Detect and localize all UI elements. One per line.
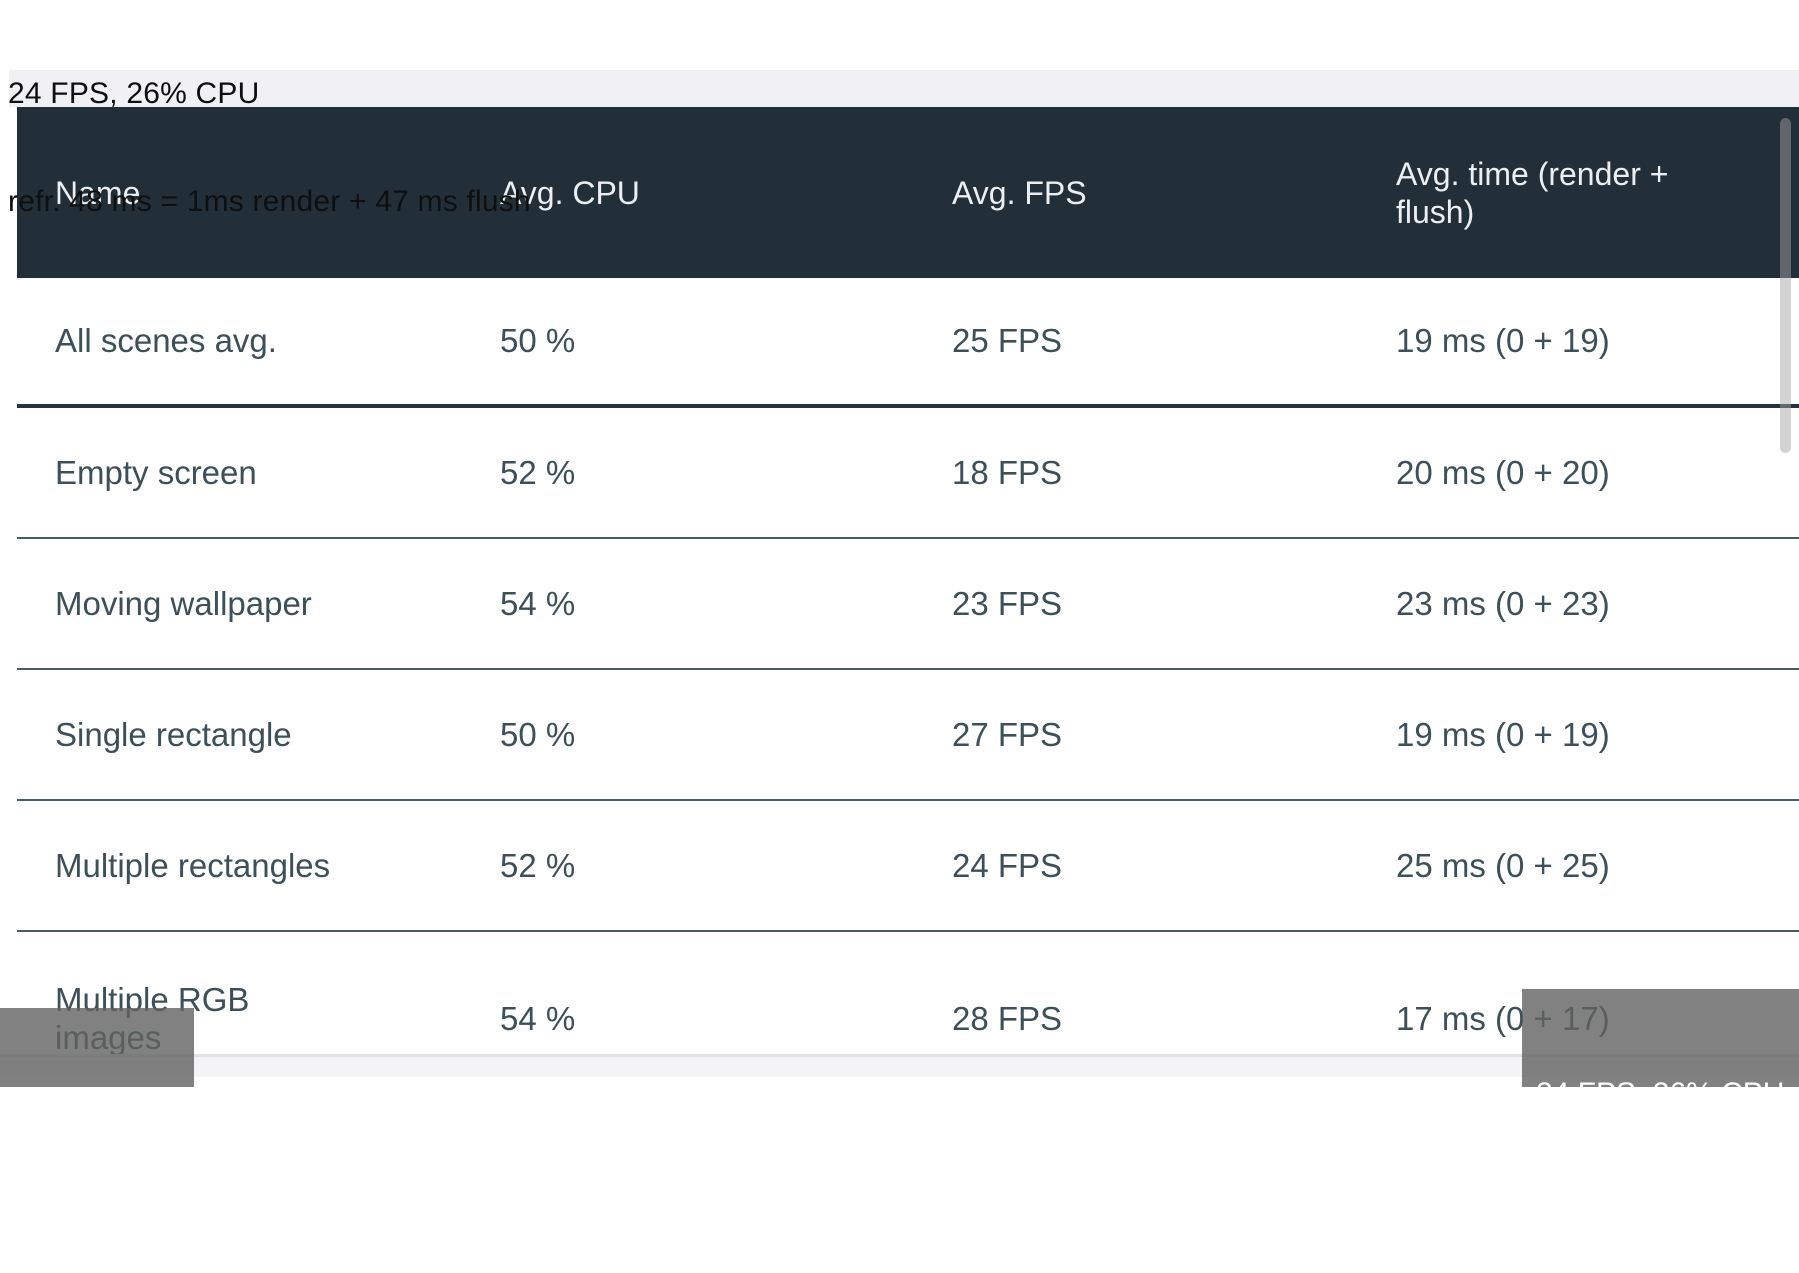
- vertical-scrollbar-thumb[interactable]: [1780, 118, 1791, 453]
- cell-name: Single rectangle: [55, 715, 292, 753]
- cell-avg-cpu: 54 %: [500, 584, 576, 622]
- table-row-all-scenes-avg[interactable]: All scenes avg. 50 % 25 FPS 19 ms (0 + 1…: [17, 278, 1799, 408]
- table-row-single-rectangle[interactable]: Single rectangle 50 % 27 FPS 19 ms (0 + …: [17, 670, 1799, 801]
- memory-stats-overlay: 10.0 kB, 4% 1% frag.: [0, 1008, 194, 1234]
- column-header-name: Name: [55, 174, 141, 211]
- fps-stats-line1: 24 FPS, 26% CPU: [1536, 1077, 1785, 1110]
- cell-name: Empty screen: [55, 453, 257, 491]
- cell-name: Moving wallpaper: [55, 584, 312, 622]
- fps-readout: 24 FPS, 26% CPU refr. 48 ms = 1ms render…: [8, 4, 531, 256]
- fps-readout-line1: 24 FPS, 26% CPU: [8, 77, 260, 110]
- column-header-avg-time: Avg. time (render + flush): [1396, 155, 1669, 230]
- fps-readout-line2: refr. 48 ms = 1ms render + 47 ms flush: [8, 185, 531, 218]
- cell-avg-time: 23 ms (0 + 23): [1396, 584, 1610, 622]
- cell-avg-fps: 24 FPS: [952, 846, 1063, 884]
- cell-avg-fps: 25 FPS: [952, 322, 1063, 359]
- column-header-avg-fps: Avg. FPS: [952, 174, 1087, 211]
- fps-stats-line2: 48 ms (1 | 47): [1536, 1188, 1721, 1221]
- page-panel-bottom-strip: [0, 1054, 1799, 1077]
- cell-avg-fps: 23 FPS: [952, 584, 1063, 622]
- cell-avg-time: 19 ms (0 + 19): [1396, 715, 1610, 753]
- cell-name: Multiple rectangles: [55, 846, 331, 884]
- page-panel-top-strip: [9, 70, 1799, 107]
- table-row-moving-wallpaper[interactable]: Moving wallpaper 54 % 23 FPS 23 ms (0 + …: [17, 539, 1799, 670]
- cell-avg-cpu: 52 %: [500, 453, 576, 491]
- cell-avg-time: 19 ms (0 + 19): [1396, 322, 1610, 359]
- cell-avg-time: 25 ms (0 + 25): [1396, 846, 1610, 884]
- table-row-multiple-rgb-images[interactable]: Multiple RGB images 54 % 28 FPS 17 ms (0…: [17, 932, 1799, 1054]
- column-header-avg-cpu: Avg. CPU: [500, 174, 640, 211]
- cell-avg-fps: 18 FPS: [952, 453, 1063, 491]
- cell-avg-cpu: 52 %: [500, 846, 576, 884]
- table-header-row: Name Avg. CPU Avg. FPS Avg. time (render…: [17, 107, 1799, 278]
- cell-avg-cpu: 50 %: [500, 322, 576, 359]
- table-row-multiple-rectangles[interactable]: Multiple rectangles 52 % 24 FPS 25 ms (0…: [17, 801, 1799, 932]
- cell-avg-fps: 27 FPS: [952, 715, 1063, 753]
- cell-avg-time: 20 ms (0 + 20): [1396, 453, 1610, 491]
- cell-name: All scenes avg.: [55, 322, 277, 359]
- fps-stats-overlay: 24 FPS, 26% CPU 48 ms (1 | 47): [1522, 989, 1799, 1221]
- benchmark-results-table: Name Avg. CPU Avg. FPS Avg. time (render…: [17, 107, 1799, 1054]
- cell-avg-cpu: 50 %: [500, 715, 576, 753]
- memory-stats-line2: 1% frag.: [8, 1201, 120, 1234]
- table-row-empty-screen[interactable]: Empty screen 52 % 18 FPS 20 ms (0 + 20): [17, 408, 1799, 539]
- cell-avg-cpu: 54 %: [500, 1000, 576, 1037]
- cell-avg-fps: 28 FPS: [952, 1000, 1063, 1037]
- memory-stats-line1: 10.0 kB, 4%: [8, 1090, 170, 1123]
